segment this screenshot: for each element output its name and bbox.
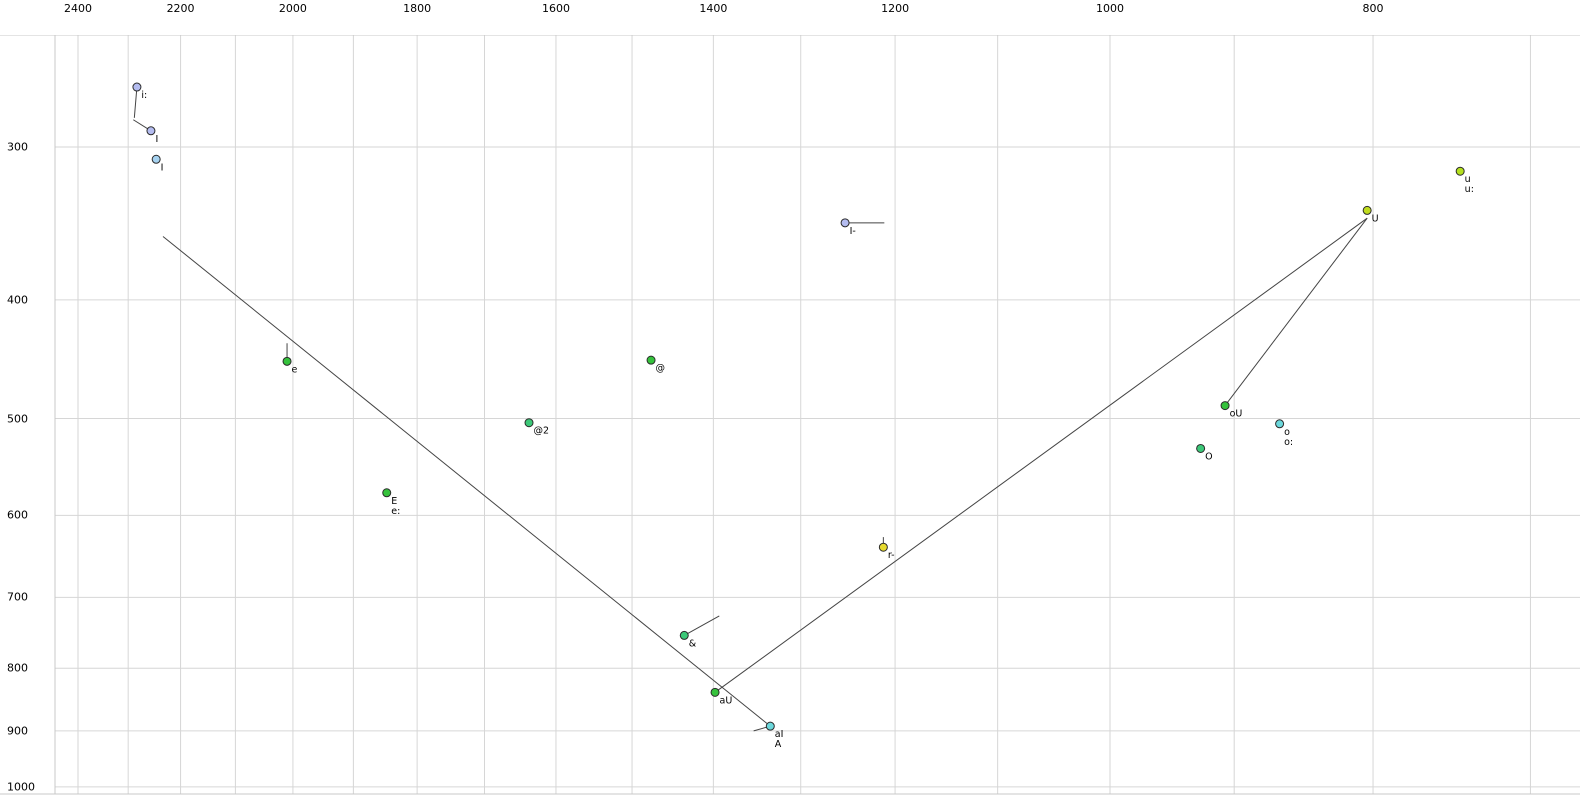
x-tick-label: 1600 (541, 2, 570, 15)
trajectory-line-aI-offglide (162, 236, 771, 727)
x-axis: 2400 2200 2000 1800 1600 1400 1200 1000 800 (0, 0, 1580, 35)
vowel-label: r- (888, 550, 895, 561)
vowel-label: I (161, 162, 164, 173)
vowel-point-I[interactable] (151, 154, 161, 164)
y-tick-label: 500 (7, 412, 28, 425)
vowel-label: @2 (534, 426, 550, 437)
vowel-point-O[interactable] (1196, 443, 1206, 453)
vowel-label-secondary: u: (1465, 184, 1474, 195)
vowel-label: oU (1230, 409, 1243, 420)
x-tick-label: 1400 (699, 2, 728, 15)
vowel-label: I- (850, 226, 856, 237)
vowel-label: i: (141, 90, 147, 101)
y-tick-label: 300 (7, 140, 28, 154)
vowel-point-@[interactable] (646, 355, 656, 365)
vowel-label: aI (775, 729, 784, 740)
x-tick-label: 1000 (1096, 2, 1124, 15)
vowel-point-&[interactable] (679, 630, 689, 640)
vowel-label: aU (720, 695, 733, 706)
x-tick-label: 2400 (64, 2, 92, 15)
vowel-point-E[interactable] (382, 488, 392, 498)
vowel-point-I-[interactable] (840, 218, 850, 228)
y-tick-label: 700 (7, 590, 28, 604)
x-tick-label: 2200 (166, 2, 195, 15)
vowel-label: I (155, 134, 158, 145)
y-tick-label: 900 (7, 724, 28, 738)
y-tick-label: 1000 (7, 780, 35, 794)
vowel-point-i:[interactable] (132, 82, 142, 92)
x-tick-label: 1200 (881, 2, 910, 15)
vowel-point-r-[interactable] (878, 542, 888, 552)
y-tick-label: 600 (7, 508, 28, 522)
vowel-label: U (1372, 213, 1379, 224)
vowel-point-I[interactable] (146, 126, 156, 136)
vowel-point-@2[interactable] (524, 418, 534, 428)
vowel-label: @ (656, 363, 666, 374)
vowel-label: e (292, 364, 298, 375)
x-tick-label: 1800 (403, 2, 432, 15)
vowel-label: o (1284, 427, 1290, 438)
vowel-label-secondary: e: (391, 506, 400, 517)
vowel-point-aI[interactable] (765, 721, 775, 731)
trajectory-line-amp-tail (684, 615, 720, 636)
vowel-point-u[interactable] (1455, 166, 1465, 176)
vowel-label-secondary: o: (1284, 437, 1293, 448)
y-axis: 300 400 500 600 700 800 900 1000 (0, 0, 55, 800)
x-tick-label: 800 (1362, 2, 1384, 15)
vowel-point-U[interactable] (1362, 205, 1372, 215)
x-tick-label: 2000 (278, 2, 307, 15)
y-tick-label: 400 (7, 293, 28, 307)
vowel-point-oU[interactable] (1220, 401, 1230, 411)
trajectory-line-oU-offglide (1224, 217, 1368, 406)
vowel-point-o[interactable] (1275, 419, 1285, 429)
trajectory-line-i-tail (133, 87, 138, 118)
vowel-label: E (391, 496, 397, 507)
vowel-label-secondary: A (775, 739, 782, 750)
vowel-label: O (1205, 451, 1212, 462)
vowel-label: u (1465, 174, 1471, 185)
trajectory-line-aU-offglide (714, 217, 1368, 693)
vowel-point-aU[interactable] (710, 687, 720, 697)
vowel-label: & (689, 638, 697, 649)
vowel-point-e[interactable] (282, 356, 292, 366)
y-tick-label: 800 (7, 661, 28, 675)
